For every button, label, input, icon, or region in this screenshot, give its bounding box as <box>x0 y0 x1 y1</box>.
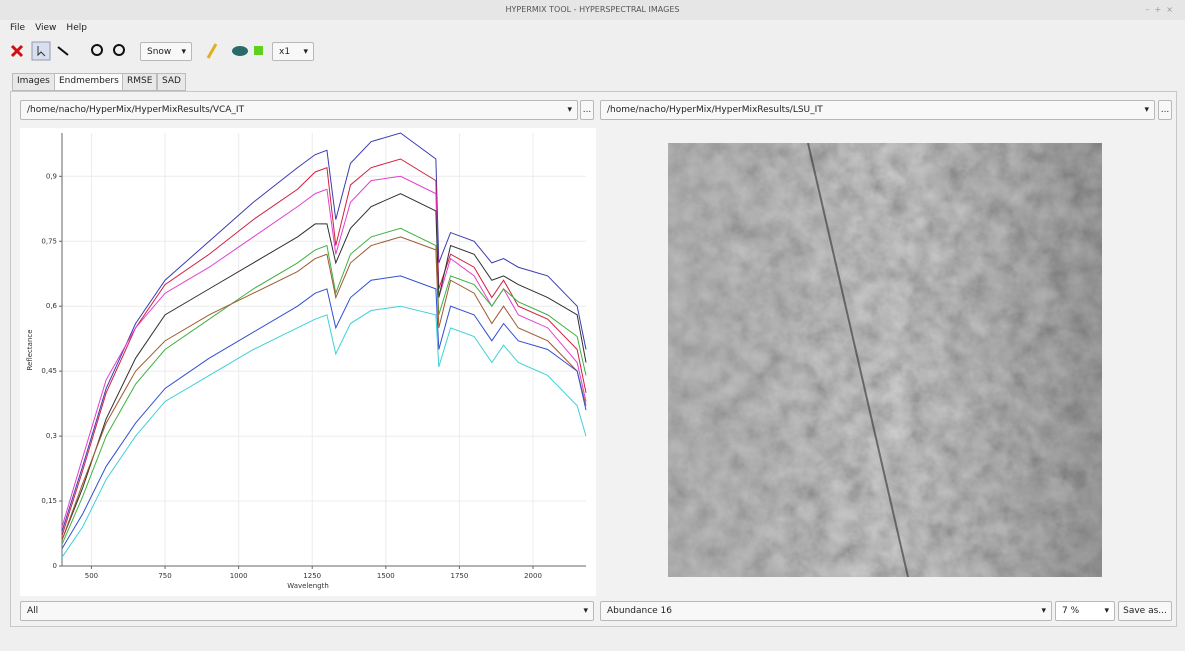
menu-item[interactable]: View <box>35 23 57 33</box>
tab[interactable]: RMSE <box>122 73 158 91</box>
save-button[interactable]: Save as... <box>1118 601 1172 621</box>
zoom-combo[interactable]: x1 <box>272 42 314 61</box>
y-tick-label: 0,75 <box>41 237 57 245</box>
image-shade <box>668 143 1102 577</box>
spectrum-line <box>61 193 587 541</box>
spectrum-line <box>61 158 587 536</box>
x-tick-label: 750 <box>158 572 171 580</box>
zoom-out[interactable] <box>113 44 125 56</box>
x-tick-label: 1750 <box>451 572 469 580</box>
x-axis-label: Wavelength <box>287 582 329 590</box>
colormap-combo[interactable]: Snow <box>140 42 192 61</box>
abundance-combo[interactable]: Abundance 16 <box>600 601 1052 621</box>
y-tick-label: 0,45 <box>41 367 57 375</box>
x-tick-label: 2000 <box>524 572 542 580</box>
menu-item[interactable]: Help <box>66 23 87 33</box>
browse-button[interactable]: ... <box>580 100 594 120</box>
y-tick-label: 0 <box>53 562 57 570</box>
close-icon[interactable] <box>10 44 24 58</box>
cursor-icon <box>37 46 46 57</box>
toolbar-icons-2 <box>206 43 263 59</box>
tab[interactable]: SAD <box>157 73 186 91</box>
x-tick-label: 1000 <box>230 572 248 580</box>
path-combo[interactable]: /home/nacho/HyperMix/HyperMixResults/VCA… <box>20 100 578 120</box>
endmember-combo[interactable]: All <box>20 601 594 621</box>
brush-icon[interactable] <box>206 43 218 59</box>
window-controls[interactable]: – + × <box>1145 5 1173 14</box>
y-axis-label: Reflectance <box>26 329 34 370</box>
tab[interactable]: Images <box>12 73 55 91</box>
x-tick-label: 1250 <box>303 572 321 580</box>
line-tool[interactable] <box>57 46 69 56</box>
spectrum-line <box>61 132 587 532</box>
y-tick-label: 0,6 <box>46 302 58 310</box>
spectrum-line <box>61 275 587 549</box>
toolbar-icons <box>10 41 125 61</box>
chart: Wavelength Reflectance 500 750 1000 1250 150… <box>20 128 596 596</box>
browse-button[interactable]: ... <box>1158 100 1172 120</box>
percent-field[interactable]: 7 % <box>1055 601 1115 621</box>
select-tool[interactable] <box>31 41 51 61</box>
spectrum-line <box>61 227 587 545</box>
spectrum-line <box>61 236 587 541</box>
y-tick-label: 0,3 <box>46 432 57 440</box>
window-title: HYPERMIX TOOL - HYPERSPECTRAL IMAGES <box>505 5 680 14</box>
menu-bar: File View Help <box>10 23 87 33</box>
x-tick-label: 1500 <box>377 572 395 580</box>
y-tick-label: 0,9 <box>46 172 57 180</box>
spectrum-line <box>61 175 587 528</box>
zoom-in[interactable] <box>91 44 103 56</box>
x-tick-label: 500 <box>85 572 98 580</box>
spectrum-line <box>61 305 587 558</box>
menu-item[interactable]: File <box>10 23 26 33</box>
tab-active[interactable]: Endmembers <box>54 73 124 91</box>
cube-icon[interactable] <box>232 46 248 56</box>
y-tick-label: 0,15 <box>41 497 57 505</box>
title-bar: HYPERMIX TOOL - HYPERSPECTRAL IMAGES – +… <box>0 0 1185 20</box>
abundance-image <box>668 143 1102 577</box>
play-icon[interactable] <box>254 46 263 55</box>
image-road <box>807 143 909 577</box>
path-combo[interactable]: /home/nacho/HyperMix/HyperMixResults/LSU… <box>600 100 1155 120</box>
